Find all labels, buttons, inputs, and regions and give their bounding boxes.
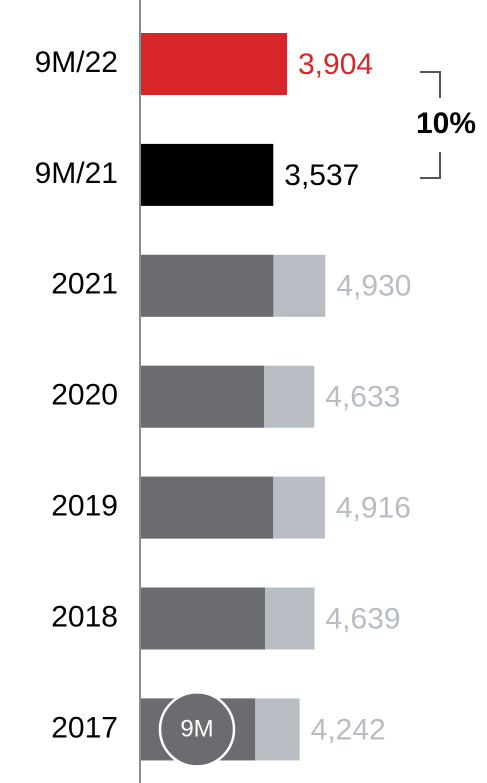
category-label: 2021 <box>51 268 118 301</box>
bracket-top <box>420 71 441 98</box>
bar <box>141 587 265 650</box>
bracket <box>420 71 441 179</box>
category-label: 2020 <box>51 379 118 412</box>
bar <box>141 254 274 317</box>
bar <box>141 365 265 428</box>
value-label: 4,916 <box>336 492 411 525</box>
bracket-bottom <box>420 152 441 179</box>
value-label: 4,633 <box>325 381 400 414</box>
legend-label: 9M <box>180 716 213 743</box>
bar <box>141 476 274 539</box>
value-label: 4,639 <box>325 602 400 635</box>
value-label: 4,242 <box>311 713 386 746</box>
category-label: 2017 <box>51 711 118 744</box>
value-label: 3,537 <box>284 159 359 192</box>
category-label: 2019 <box>51 490 118 523</box>
category-label: 9M/21 <box>35 157 118 190</box>
category-label: 2018 <box>51 600 118 633</box>
value-label: 3,904 <box>298 48 373 81</box>
bar <box>141 143 274 206</box>
category-label: 9M/22 <box>35 46 118 79</box>
growth-annotation: 10% <box>416 107 476 140</box>
bar <box>141 33 288 95</box>
legend-badge <box>158 691 236 768</box>
value-label: 4,930 <box>336 270 411 303</box>
